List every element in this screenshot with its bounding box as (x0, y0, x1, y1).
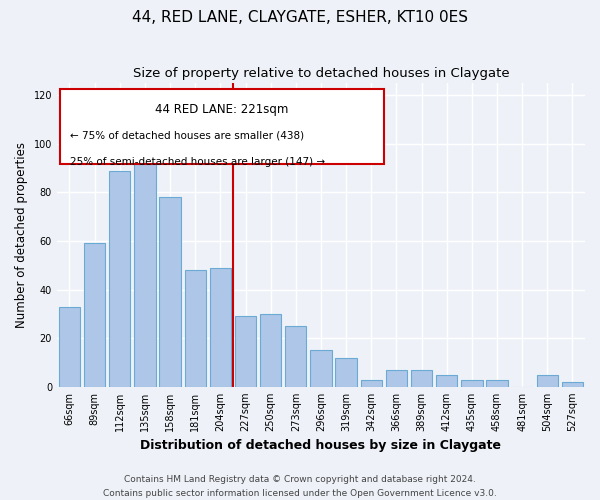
Bar (160, 198, 181, 387)
Text: ← 75% of detached houses are smaller (438): ← 75% of detached houses are smaller (43… (70, 130, 304, 140)
Title: Size of property relative to detached houses in Claygate: Size of property relative to detached ho… (133, 68, 509, 80)
Bar (209, 268, 231, 387)
Text: 44 RED LANE: 221sqm: 44 RED LANE: 221sqm (155, 103, 289, 116)
Bar (59, 306, 80, 387)
Bar (361, 380, 382, 387)
Bar (84, 244, 106, 387)
Bar (411, 370, 432, 387)
Bar (310, 350, 332, 387)
Bar (436, 374, 457, 387)
Bar (260, 314, 281, 387)
Bar (486, 380, 508, 387)
X-axis label: Distribution of detached houses by size in Claygate: Distribution of detached houses by size … (140, 440, 502, 452)
Bar (109, 170, 130, 387)
Bar (562, 382, 583, 387)
Text: Contains HM Land Registry data © Crown copyright and database right 2024.
Contai: Contains HM Land Registry data © Crown c… (103, 476, 497, 498)
Bar (235, 316, 256, 387)
Text: 44, RED LANE, CLAYGATE, ESHER, KT10 0ES: 44, RED LANE, CLAYGATE, ESHER, KT10 0ES (132, 10, 468, 25)
Bar (386, 370, 407, 387)
Text: 25% of semi-detached houses are larger (147) →: 25% of semi-detached houses are larger (… (70, 158, 325, 168)
FancyBboxPatch shape (59, 89, 385, 164)
Bar (335, 358, 357, 387)
Bar (134, 156, 155, 387)
Bar (285, 326, 307, 387)
Bar (536, 374, 558, 387)
Bar (185, 270, 206, 387)
Y-axis label: Number of detached properties: Number of detached properties (15, 142, 28, 328)
Bar (461, 380, 482, 387)
